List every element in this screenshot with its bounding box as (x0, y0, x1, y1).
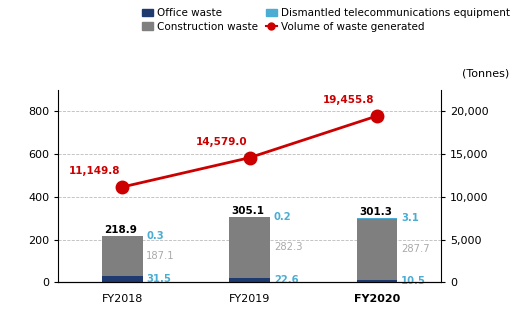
Bar (357, 219, 397, 280)
Text: 218.9: 218.9 (105, 225, 138, 235)
Bar (102, 276, 142, 282)
Text: 22.6: 22.6 (274, 275, 298, 285)
Legend: Office waste, Construction waste, Dismantled telecommunications equipment, Volum: Office waste, Construction waste, Disman… (142, 8, 510, 31)
Text: 0.2: 0.2 (274, 212, 292, 222)
Text: FY2019: FY2019 (229, 294, 270, 304)
Bar (357, 218, 397, 219)
Text: 11,149.8: 11,149.8 (68, 166, 120, 176)
Text: 31.5: 31.5 (147, 274, 171, 284)
Text: 287.7: 287.7 (401, 245, 430, 255)
Text: 14,579.0: 14,579.0 (196, 137, 247, 147)
Text: 187.1: 187.1 (147, 251, 175, 261)
Text: 0.3: 0.3 (147, 230, 164, 241)
Text: (Tonnes): (Tonnes) (463, 68, 510, 78)
Bar (357, 280, 397, 282)
Text: 10.5: 10.5 (401, 276, 426, 286)
Bar (229, 278, 270, 282)
Text: 282.3: 282.3 (274, 242, 302, 252)
Text: 3.1: 3.1 (401, 213, 419, 223)
Text: 301.3: 301.3 (359, 207, 392, 217)
Text: 19,455.8: 19,455.8 (323, 95, 375, 105)
Text: FY2018: FY2018 (101, 294, 143, 304)
Text: FY2020: FY2020 (354, 294, 400, 304)
Text: 305.1: 305.1 (232, 206, 265, 216)
Bar (102, 236, 142, 276)
Bar (229, 217, 270, 278)
